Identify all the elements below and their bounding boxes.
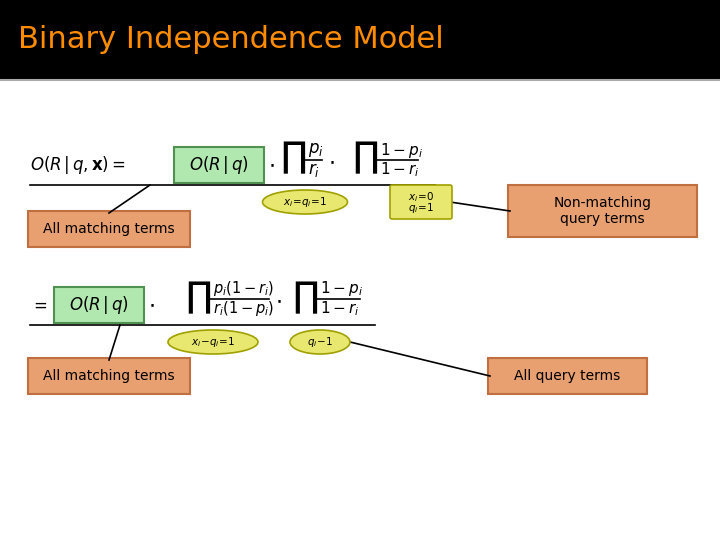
Text: $p_i(1-r_i)$: $p_i(1-r_i)$ (213, 280, 274, 299)
Text: $x_i\!=\!q_i\!=\!1$: $x_i\!=\!q_i\!=\!1$ (283, 195, 327, 209)
Text: All matching terms: All matching terms (43, 369, 175, 383)
Text: All matching terms: All matching terms (43, 222, 175, 236)
Text: $r_i(1-p_i)$: $r_i(1-p_i)$ (213, 300, 274, 319)
FancyBboxPatch shape (54, 287, 144, 323)
Text: $1 - p_i$: $1 - p_i$ (380, 140, 423, 159)
Text: $O(R\,|\,q,\mathbf{x}) =$: $O(R\,|\,q,\mathbf{x}) =$ (30, 154, 126, 176)
Ellipse shape (263, 190, 348, 214)
Text: $1 - r_i$: $1 - r_i$ (380, 160, 420, 179)
Text: $\prod$: $\prod$ (185, 280, 211, 316)
Text: $\cdot$: $\cdot$ (148, 295, 155, 315)
FancyBboxPatch shape (390, 185, 452, 219)
Text: $\cdot$: $\cdot$ (275, 291, 282, 311)
Text: $O(R\,|\,q)$: $O(R\,|\,q)$ (69, 294, 129, 316)
Text: Non-matching
query terms: Non-matching query terms (554, 196, 652, 226)
Text: $x_i\!-\!q_i\!=\!1$: $x_i\!-\!q_i\!=\!1$ (191, 335, 235, 349)
FancyBboxPatch shape (0, 80, 720, 540)
Text: $\prod$: $\prod$ (280, 140, 306, 176)
Text: $\prod$: $\prod$ (292, 280, 318, 316)
Text: $q_i\!=\!1$: $q_i\!=\!1$ (408, 201, 434, 215)
Text: $\prod$: $\prod$ (352, 140, 378, 176)
Text: $p_i$: $p_i$ (308, 141, 324, 159)
Text: Binary Independence Model: Binary Independence Model (18, 25, 444, 55)
Text: All query terms: All query terms (514, 369, 621, 383)
Text: $1 - r_i$: $1 - r_i$ (320, 300, 359, 319)
Text: $r_i$: $r_i$ (308, 161, 320, 179)
Ellipse shape (290, 330, 350, 354)
Text: $O(R\,|\,q)$: $O(R\,|\,q)$ (189, 154, 249, 176)
FancyBboxPatch shape (28, 358, 190, 394)
FancyBboxPatch shape (488, 358, 647, 394)
FancyBboxPatch shape (174, 147, 264, 183)
Text: $x_i\!=\!0$: $x_i\!=\!0$ (408, 191, 434, 205)
Text: $\cdot$: $\cdot$ (328, 152, 335, 172)
Text: $1 - p_i$: $1 - p_i$ (320, 280, 363, 299)
FancyBboxPatch shape (0, 0, 720, 80)
FancyBboxPatch shape (28, 211, 190, 247)
FancyBboxPatch shape (508, 185, 697, 237)
Text: $=$: $=$ (30, 296, 48, 314)
Text: $q_i\!-\!1$: $q_i\!-\!1$ (307, 335, 333, 349)
Ellipse shape (168, 330, 258, 354)
Text: $\cdot$: $\cdot$ (268, 155, 274, 175)
